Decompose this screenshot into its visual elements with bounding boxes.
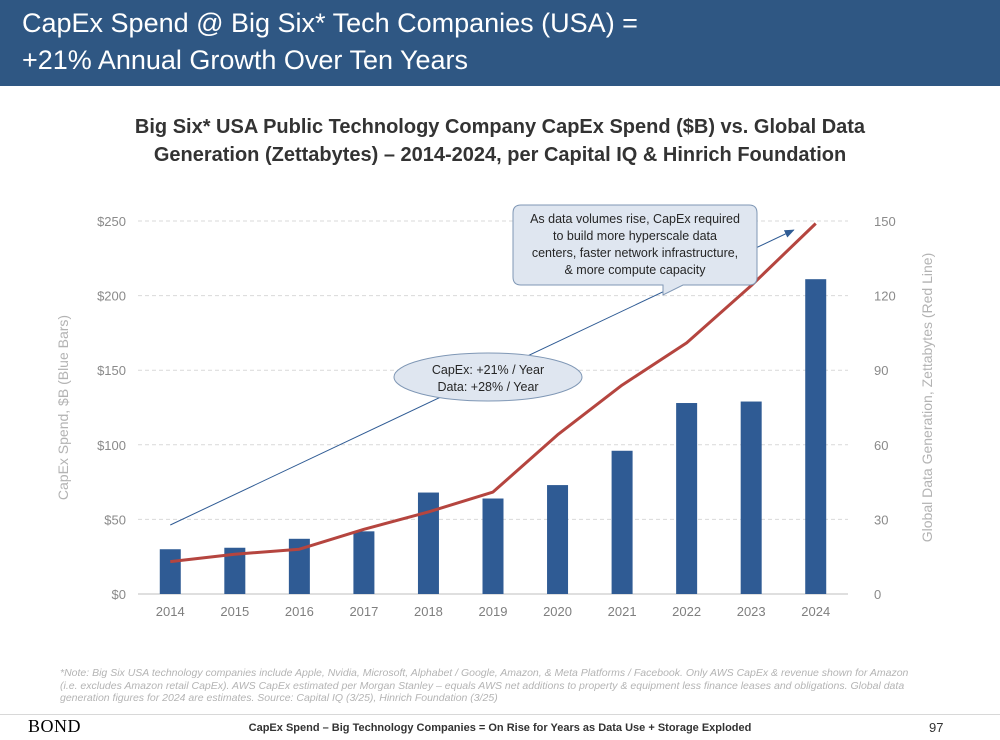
x-tick-label: 2017 [349, 604, 378, 619]
capex-bar [224, 547, 246, 594]
footnote-line3: generation figures for 2024 are estimate… [60, 692, 498, 704]
x-tick-label: 2016 [285, 604, 314, 619]
x-tick-label: 2015 [220, 604, 249, 619]
footnote-line1: *Note: Big Six USA technology companies … [60, 667, 909, 679]
capex-bar [611, 450, 633, 594]
capex-bar [353, 531, 375, 594]
footnote-line2: (i.e. excludes Amazon retail CapEx). AWS… [60, 679, 905, 692]
chart-title-line2: Generation (Zettabytes) – 2014-2024, per… [153, 144, 847, 166]
oval-text-line: CapEx: +21% / Year [432, 363, 544, 377]
bond-logo: BOND [28, 716, 82, 736]
y2-tick-label: 30 [874, 512, 888, 527]
y2-tick-label: 150 [874, 214, 896, 229]
oval-text-line: Data: +28% / Year [437, 380, 538, 394]
x-tick-label: 2014 [156, 604, 185, 619]
chart-title-line1: Big Six* USA Public Technology Company C… [134, 116, 866, 138]
capex-bar [805, 279, 827, 594]
footer-divider [0, 714, 1000, 715]
x-tick-label: 2021 [608, 604, 637, 619]
y2-tick-label: 0 [874, 587, 881, 602]
x-tick-label: 2019 [479, 604, 508, 619]
page-number: 97 [929, 720, 944, 735]
footer-caption: CapEx Spend – Big Technology Companies =… [248, 722, 752, 734]
capex-bar [482, 498, 504, 594]
footnote: *Note: Big Six USA technology companies … [60, 667, 960, 705]
slide-header: CapEx Spend @ Big Six* Tech Companies (U… [0, 0, 1000, 86]
capex-bar [676, 403, 698, 594]
callout-annotation: As data volumes rise, CapEx required to b… [512, 204, 758, 296]
y-tick-label: $100 [97, 438, 126, 453]
x-tick-label: 2023 [737, 604, 766, 619]
capex-bar [740, 401, 762, 594]
y-tick-label: $0 [112, 587, 126, 602]
y2-tick-label: 90 [874, 363, 888, 378]
capex-bar [159, 549, 181, 594]
growth-rate-oval: CapEx: +21% / Year Data: +28% / Year [393, 352, 583, 402]
callout-text-line: centers, faster network infrastructure, [532, 246, 738, 260]
callout-text-line: & more compute capacity [564, 263, 706, 277]
capex-bar [417, 492, 439, 594]
combo-chart: $0 $50 $100 $150 $200 $250 0 30 60 90 120 150 CapEx … [55, 204, 935, 619]
data-generation-line [170, 222, 817, 564]
capex-bar [547, 485, 569, 594]
callout-text-line: to build more hyperscale data [553, 229, 717, 243]
y2-axis-title: Global Data Generation, Zettabytes (Red … [919, 253, 935, 543]
capex-bar [288, 538, 310, 594]
x-tick-label: 2018 [414, 604, 443, 619]
y2-tick-label: 60 [874, 438, 888, 453]
callout-text-line: As data volumes rise, CapEx required [530, 212, 740, 226]
chart-title: Big Six* USA Public Technology Company C… [0, 113, 1000, 169]
slide-title-line1: CapEx Spend @ Big Six* Tech Companies (U… [22, 8, 638, 38]
y2-tick-label: 120 [874, 289, 896, 304]
x-tick-label: 2022 [672, 604, 701, 619]
y-tick-label: $50 [104, 512, 126, 527]
y-axis-title: CapEx Spend, $B (Blue Bars) [55, 315, 71, 500]
y-tick-label: $150 [97, 363, 126, 378]
y-tick-label: $200 [97, 289, 126, 304]
x-tick-label: 2020 [543, 604, 572, 619]
y-tick-label: $250 [97, 214, 126, 229]
x-tick-label: 2024 [801, 604, 830, 619]
slide-title-line2: +21% Annual Growth Over Ten Years [22, 45, 469, 75]
